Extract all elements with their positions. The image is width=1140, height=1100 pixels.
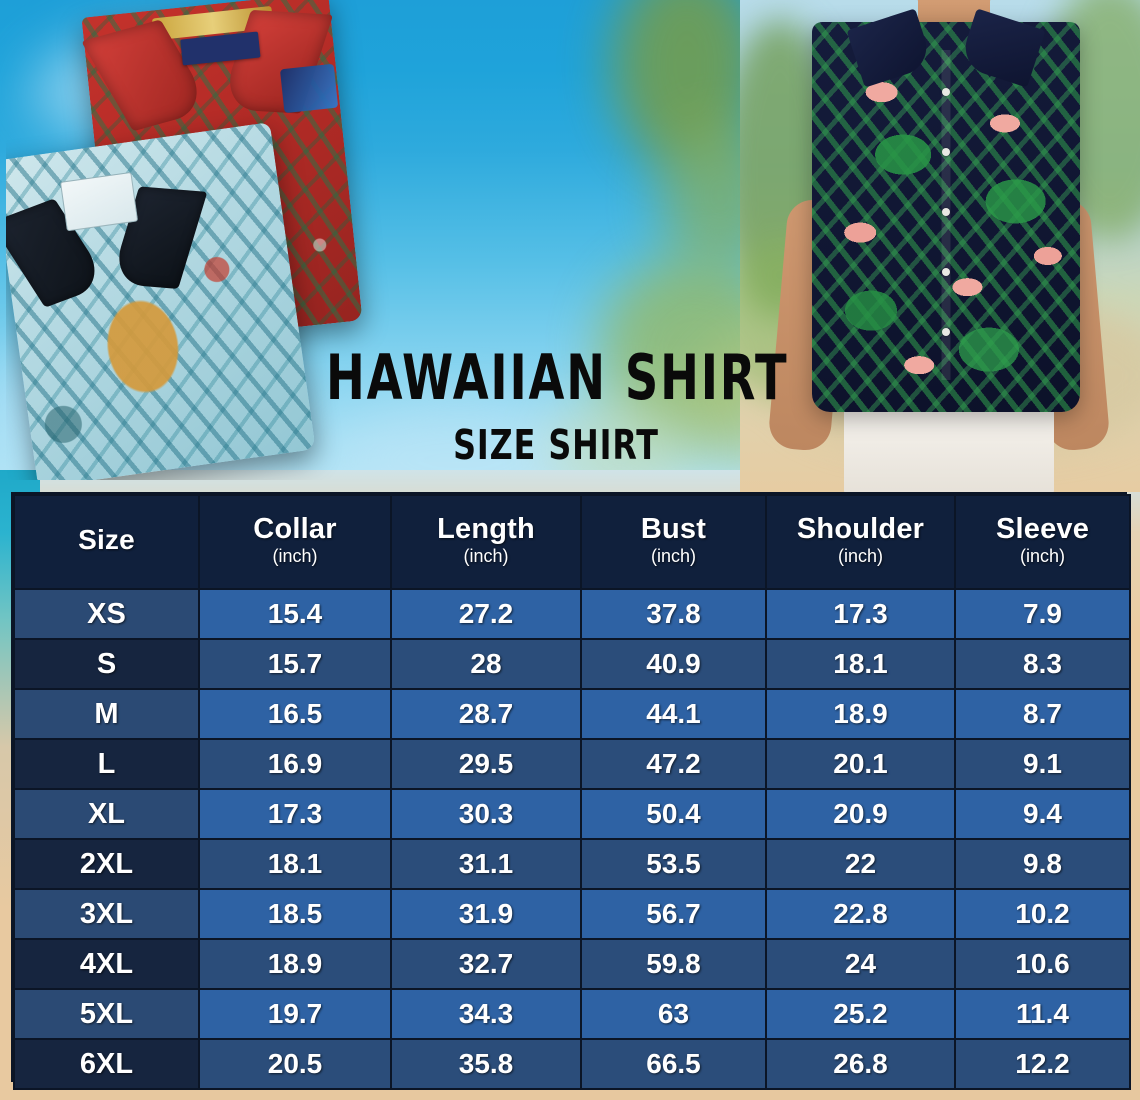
navy-flamingo-hawaiian-shirt (812, 8, 1080, 412)
page-title: HAWAIIAN SHIRT (326, 342, 789, 415)
cell-sleeve: 9.4 (954, 788, 1131, 840)
cell-collar: 16.5 (198, 688, 392, 740)
table-row: XS 15.4 27.2 37.8 17.3 7.9 (13, 588, 1131, 640)
cell-length: 32.7 (390, 938, 582, 990)
cell-length: 27.2 (390, 588, 582, 640)
cell-bust: 50.4 (580, 788, 767, 840)
cell-sleeve: 9.8 (954, 838, 1131, 890)
cell-bust: 40.9 (580, 638, 767, 690)
cell-sleeve: 7.9 (954, 588, 1131, 640)
cell-shoulder: 17.3 (765, 588, 956, 640)
shirt-button (942, 328, 950, 336)
cell-shoulder: 22 (765, 838, 956, 890)
column-header-sleeve: Sleeve (inch) (954, 494, 1131, 590)
cell-length: 35.8 (390, 1038, 582, 1090)
column-header-bust: Bust (inch) (580, 494, 767, 590)
shirt-button (942, 88, 950, 96)
cell-shoulder: 22.8 (765, 888, 956, 940)
model-photo (740, 0, 1140, 492)
cell-sleeve: 10.6 (954, 938, 1131, 990)
cell-sleeve: 9.1 (954, 738, 1131, 790)
column-header-length: Length (inch) (390, 494, 582, 590)
cell-size: 3XL (13, 888, 200, 940)
table-row: 2XL 18.1 31.1 53.5 22 9.8 (13, 838, 1131, 890)
cell-size: 2XL (13, 838, 200, 890)
male-model (740, 0, 1140, 492)
table-header: Size Collar (inch) Length (inch) Bust (i… (13, 494, 1131, 590)
cell-bust: 63 (580, 988, 767, 1040)
poster-title-block: HAWAIIAN SHIRT SIZE SHIRT (306, 342, 806, 469)
shirt-brand-tag (279, 63, 339, 114)
cell-collar: 18.1 (198, 838, 392, 890)
cell-length: 31.9 (390, 888, 582, 940)
cell-length: 34.3 (390, 988, 582, 1040)
cell-shoulder: 20.1 (765, 738, 956, 790)
table-header-row: Size Collar (inch) Length (inch) Bust (i… (13, 494, 1131, 590)
cell-bust: 53.5 (580, 838, 767, 890)
cell-size: L (13, 738, 200, 790)
cell-length: 29.5 (390, 738, 582, 790)
cell-sleeve: 8.3 (954, 638, 1131, 690)
cell-bust: 44.1 (580, 688, 767, 740)
cell-shoulder: 20.9 (765, 788, 956, 840)
cell-collar: 18.5 (198, 888, 392, 940)
cell-bust: 56.7 (580, 888, 767, 940)
cell-collar: 18.9 (198, 938, 392, 990)
table-row: 3XL 18.5 31.9 56.7 22.8 10.2 (13, 888, 1131, 940)
blue-hawaiian-shirt (6, 122, 316, 480)
cell-shoulder: 26.8 (765, 1038, 956, 1090)
cell-collar: 16.9 (198, 738, 392, 790)
shirt-chest-pocket (59, 171, 139, 232)
cell-bust: 66.5 (580, 1038, 767, 1090)
cell-collar: 19.7 (198, 988, 392, 1040)
cell-size: M (13, 688, 200, 740)
cell-bust: 37.8 (580, 588, 767, 640)
cell-collar: 15.4 (198, 588, 392, 640)
cell-size: 4XL (13, 938, 200, 990)
table-row: M 16.5 28.7 44.1 18.9 8.7 (13, 688, 1131, 740)
column-header-size: Size (13, 494, 200, 590)
table-row: 6XL 20.5 35.8 66.5 26.8 12.2 (13, 1038, 1131, 1090)
cell-shoulder: 18.9 (765, 688, 956, 740)
column-header-shoulder: Shoulder (inch) (765, 494, 956, 590)
cell-length: 30.3 (390, 788, 582, 840)
cell-sleeve: 10.2 (954, 888, 1131, 940)
table-row: 4XL 18.9 32.7 59.8 24 10.6 (13, 938, 1131, 990)
cell-collar: 15.7 (198, 638, 392, 690)
cell-size: XL (13, 788, 200, 840)
size-chart-table: Size Collar (inch) Length (inch) Bust (i… (13, 494, 1131, 1090)
cell-shoulder: 24 (765, 938, 956, 990)
table-row: L 16.9 29.5 47.2 20.1 9.1 (13, 738, 1131, 790)
shirt-button (942, 268, 950, 276)
cell-length: 31.1 (390, 838, 582, 890)
column-header-collar: Collar (inch) (198, 494, 392, 590)
table-body: XS 15.4 27.2 37.8 17.3 7.9 S 15.7 28 40.9 18.1 8.3 M… (13, 588, 1131, 1090)
cell-shoulder: 18.1 (765, 638, 956, 690)
cell-bust: 47.2 (580, 738, 767, 790)
cell-collar: 20.5 (198, 1038, 392, 1090)
table-row: XL 17.3 30.3 50.4 20.9 9.4 (13, 788, 1131, 840)
cell-bust: 59.8 (580, 938, 767, 990)
shirt-button (942, 208, 950, 216)
cell-size: S (13, 638, 200, 690)
cell-collar: 17.3 (198, 788, 392, 840)
cell-sleeve: 11.4 (954, 988, 1131, 1040)
cell-size: 5XL (13, 988, 200, 1040)
cell-sleeve: 8.7 (954, 688, 1131, 740)
table-row: S 15.7 28 40.9 18.1 8.3 (13, 638, 1131, 690)
cell-sleeve: 12.2 (954, 1038, 1131, 1090)
cell-shoulder: 25.2 (765, 988, 956, 1040)
table-row: 5XL 19.7 34.3 63 25.2 11.4 (13, 988, 1131, 1040)
cell-length: 28.7 (390, 688, 582, 740)
page-subtitle: SIZE SHIRT (453, 421, 659, 469)
size-chart-table-container: Size Collar (inch) Length (inch) Bust (i… (11, 492, 1131, 1090)
cell-size: XS (13, 588, 200, 640)
cell-size: 6XL (13, 1038, 200, 1090)
model-white-shorts (844, 406, 1054, 492)
cell-length: 28 (390, 638, 582, 690)
shirt-button (942, 148, 950, 156)
